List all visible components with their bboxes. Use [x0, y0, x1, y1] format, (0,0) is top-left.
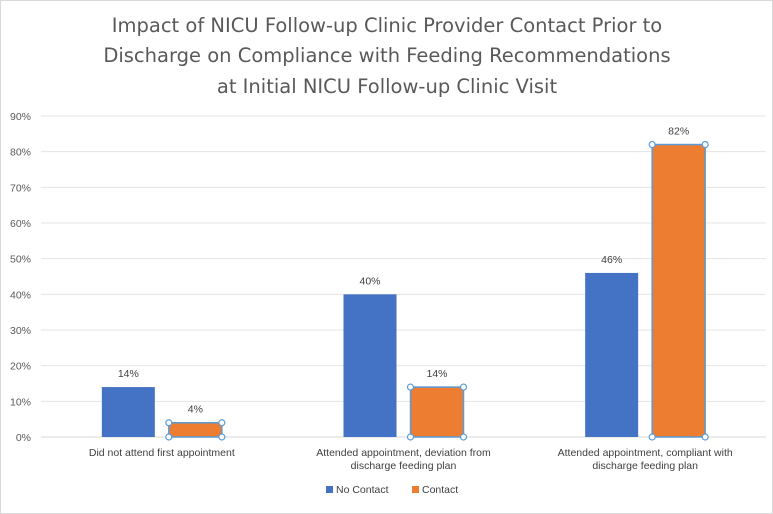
y-tick-label: 0% [16, 432, 31, 444]
chart-title-line: at Initial NICU Follow-up Clinic Visit [217, 75, 558, 98]
category-label: Did not attend first appointment [89, 447, 235, 459]
legend-swatch [326, 486, 333, 493]
selection-handle[interactable] [648, 433, 656, 441]
legend[interactable]: No Contact Contact [326, 484, 458, 496]
selection-handle[interactable] [459, 383, 468, 391]
selection-handle[interactable] [218, 419, 226, 427]
category-label: Attended appointment, compliant with [558, 447, 733, 459]
data-label: 4% [188, 404, 203, 416]
data-label: 40% [359, 275, 380, 287]
y-tick-label: 40% [10, 289, 31, 301]
bar-no-contact[interactable] [101, 387, 155, 437]
selection-handle[interactable] [701, 433, 709, 441]
selection-handle[interactable] [648, 140, 656, 149]
x-axis: Did not attend first appointment Attended… [89, 447, 733, 472]
category-label: Attended appointment, deviation from [316, 447, 491, 459]
plot-area[interactable]: 14% 40% 46% 4% 14% 82% [101, 126, 709, 441]
legend-item-contact[interactable]: Contact [422, 484, 458, 496]
legend-swatch [412, 486, 419, 493]
selection-handle[interactable] [459, 433, 468, 441]
y-tick-label: 20% [10, 361, 31, 373]
y-tick-label: 50% [10, 254, 31, 266]
bar-no-contact[interactable] [343, 294, 397, 437]
chart-title: Impact of NICU Follow-up Clinic Provider… [103, 14, 670, 98]
selection-handle[interactable] [218, 433, 226, 441]
data-label: 14% [426, 368, 447, 380]
y-tick-label: 60% [10, 218, 31, 230]
selection-handle[interactable] [165, 419, 173, 427]
y-tick-label: 70% [10, 182, 31, 194]
y-axis: 0% 10% 20% 30% 40% 50% 60% 70% 80% 90% [10, 111, 31, 444]
y-tick-label: 90% [10, 111, 31, 123]
gridlines [41, 115, 766, 438]
category-label: discharge feeding plan [351, 460, 457, 472]
selection-handle[interactable] [165, 433, 173, 441]
bar-contact[interactable] [168, 421, 223, 438]
data-label: 46% [601, 254, 622, 266]
y-tick-label: 30% [10, 325, 31, 337]
legend-item-no-contact[interactable]: No Contact [336, 484, 389, 496]
category-label: discharge feeding plan [592, 460, 698, 472]
bar-contact[interactable] [651, 143, 706, 438]
selection-handle[interactable] [701, 140, 709, 149]
chart-title-line: Discharge on Compliance with Feeding Rec… [103, 44, 670, 67]
data-label: 82% [668, 126, 689, 138]
selection-handle[interactable] [406, 433, 415, 441]
data-label: 14% [118, 368, 139, 380]
bar-no-contact[interactable] [585, 272, 639, 437]
selection-handle[interactable] [406, 383, 415, 391]
y-tick-label: 10% [10, 396, 31, 408]
chart-title-line: Impact of NICU Follow-up Clinic Provider… [112, 14, 662, 37]
y-tick-label: 80% [10, 147, 31, 159]
bar-contact[interactable] [409, 386, 465, 438]
